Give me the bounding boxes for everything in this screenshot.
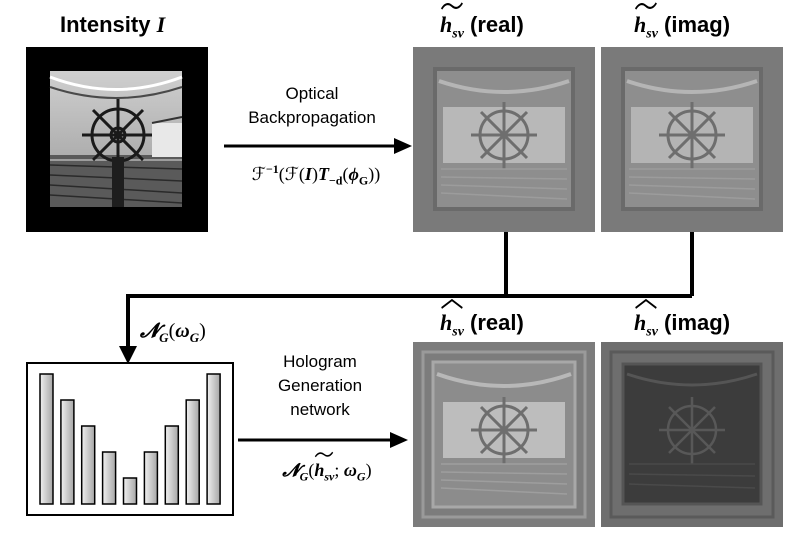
panel-suffix: (real) [463,310,524,335]
network-layer-bar [206,373,221,505]
hologram-imag-image [609,350,775,519]
top-imag-title: hsv (imag) [634,2,731,42]
tilde-accent [315,451,334,458]
hg-sep: ; [334,460,344,480]
formula-transfer: T [317,164,329,184]
inverse-exponent: −1 [265,162,279,176]
hg-omega-sub: G [356,469,366,484]
hg-network-symbol: 𝓝 [282,460,300,480]
network-arg-open: ( [168,320,176,342]
optical-label-line1: Optical [285,84,339,103]
hologram-gen-arrow [238,432,408,448]
hologram-gen-formula: 𝓝G(hsv; ωG) [252,451,402,485]
hologram-label-line1: Hologram [283,352,357,371]
hologram-label-line2: Generation [277,376,363,395]
optical-backprop-label: Optical Backpropagation [226,82,398,130]
optical-backprop-arrow [224,138,412,154]
panel-suffix: (real) [463,12,524,37]
intensity-title: Intensity I [60,14,165,36]
network-layer-bar [101,451,117,505]
formula-phi: ϕ [348,164,359,184]
formula-intensity: I [304,164,312,184]
bottom-real-panel [413,342,595,527]
optical-backprop-formula: ℱ−1(ℱ(I)T−d(ϕG)) [226,162,406,189]
hg-h-sub: sv [324,469,335,484]
hologram-label-line3: network [290,400,350,419]
ship-wheel-photo [49,71,183,207]
formula-close2: )) [368,164,381,184]
bottom-imag-panel [601,342,783,527]
backprop-imag-image [621,67,763,211]
symbol-h: h [634,310,647,335]
hg-open: ( [308,460,315,480]
network-arg-close: ) [199,320,206,342]
top-real-title: hsv (real) [440,2,524,42]
intensity-image [26,47,208,232]
network-symbol: 𝓝 [140,320,160,342]
symbol-h: h [634,12,647,37]
network-box-label: 𝓝G(ωG) [140,320,206,346]
network-symbol-sub: G [159,330,169,345]
hg-h-symbol: h [314,460,325,480]
bottom-real-title: hsv (real) [440,298,524,340]
bottom-imag-title: hsv (imag) [634,298,731,340]
tilde-accent [440,2,463,10]
network-layer-bar [143,451,159,505]
symbol-h: h [440,12,453,37]
formula-transfer-sub: −d [328,173,343,188]
hg-omega: ω [343,460,357,480]
intensity-symbol: I [156,12,166,37]
formula-open2: ( [342,164,349,184]
symbol-sub: sv [646,324,658,340]
panel-suffix: (imag) [657,12,731,37]
network-layers-diagram [39,373,221,505]
network-layer-bar [164,425,180,505]
network-layer-bar [185,399,200,505]
top-imag-panel [601,47,783,232]
hat-accent [441,298,463,309]
fourier-symbol: ℱ [251,164,266,184]
hat-accent [635,298,657,309]
formula-open: (ℱ( [278,164,305,184]
top-real-panel [413,47,595,232]
hg-network-sub: G [299,469,309,484]
hologram-real-image [421,350,587,519]
optical-label-line2: Backpropagation [248,108,376,127]
symbol-sub: sv [646,26,658,42]
formula-close1: ) [311,164,318,184]
panel-suffix: (imag) [657,310,731,335]
intensity-title-text: Intensity [60,12,151,37]
symbol-sub: sv [452,324,464,340]
network-layer-bar [39,373,54,505]
symbol-h: h [440,310,453,335]
network-layer-bar [122,477,138,505]
omega-sub: G [189,330,200,345]
hg-close: ) [365,460,372,480]
network-layer-bar [60,399,75,505]
symbol-sub: sv [452,26,464,42]
omega-symbol: ω [175,320,190,342]
network-layer-bar [80,425,96,505]
tilde-accent [634,2,657,10]
backprop-real-image [433,67,575,211]
network-box [26,362,234,516]
hologram-gen-label: Hologram Generation network [240,350,400,422]
formula-phi-sub: G [358,173,369,188]
